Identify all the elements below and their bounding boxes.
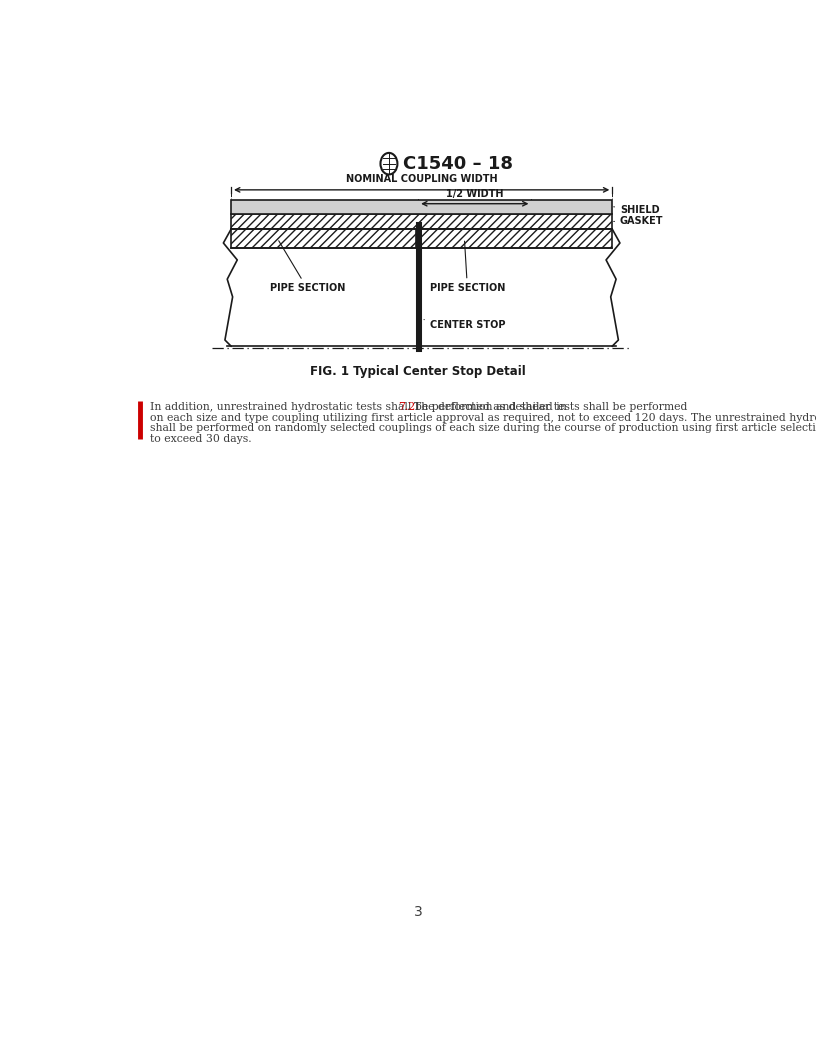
Text: to exceed 30 days.: to exceed 30 days. — [150, 434, 252, 444]
Text: GASKET: GASKET — [614, 216, 663, 226]
Text: 1/2 WIDTH: 1/2 WIDTH — [446, 189, 503, 200]
Bar — [231, 200, 612, 213]
Text: 7.2: 7.2 — [397, 402, 415, 413]
Text: 3: 3 — [414, 905, 423, 919]
Text: NOMINAL COUPLING WIDTH: NOMINAL COUPLING WIDTH — [346, 174, 498, 185]
Text: on each size and type coupling utilizing first article approval as required, not: on each size and type coupling utilizing… — [150, 413, 816, 422]
Text: . The deflection and shear tests shall be performed: . The deflection and shear tests shall b… — [407, 402, 688, 413]
Text: CENTER STOP: CENTER STOP — [424, 320, 505, 331]
Bar — [231, 229, 416, 248]
Text: In addition, unrestrained hydrostatic tests shall be performed as detailed in: In addition, unrestrained hydrostatic te… — [150, 402, 570, 413]
Bar — [420, 229, 612, 248]
Text: C1540 – 18: C1540 – 18 — [403, 154, 512, 173]
Text: SHIELD: SHIELD — [614, 205, 659, 214]
Text: FIG. 1 Typical Center Stop Detail: FIG. 1 Typical Center Stop Detail — [310, 365, 526, 378]
Bar — [231, 213, 612, 229]
Text: shall be performed on randomly selected couplings of each size during the course: shall be performed on randomly selected … — [150, 423, 816, 433]
Text: PIPE SECTION: PIPE SECTION — [430, 241, 505, 294]
Text: PIPE SECTION: PIPE SECTION — [269, 241, 345, 294]
